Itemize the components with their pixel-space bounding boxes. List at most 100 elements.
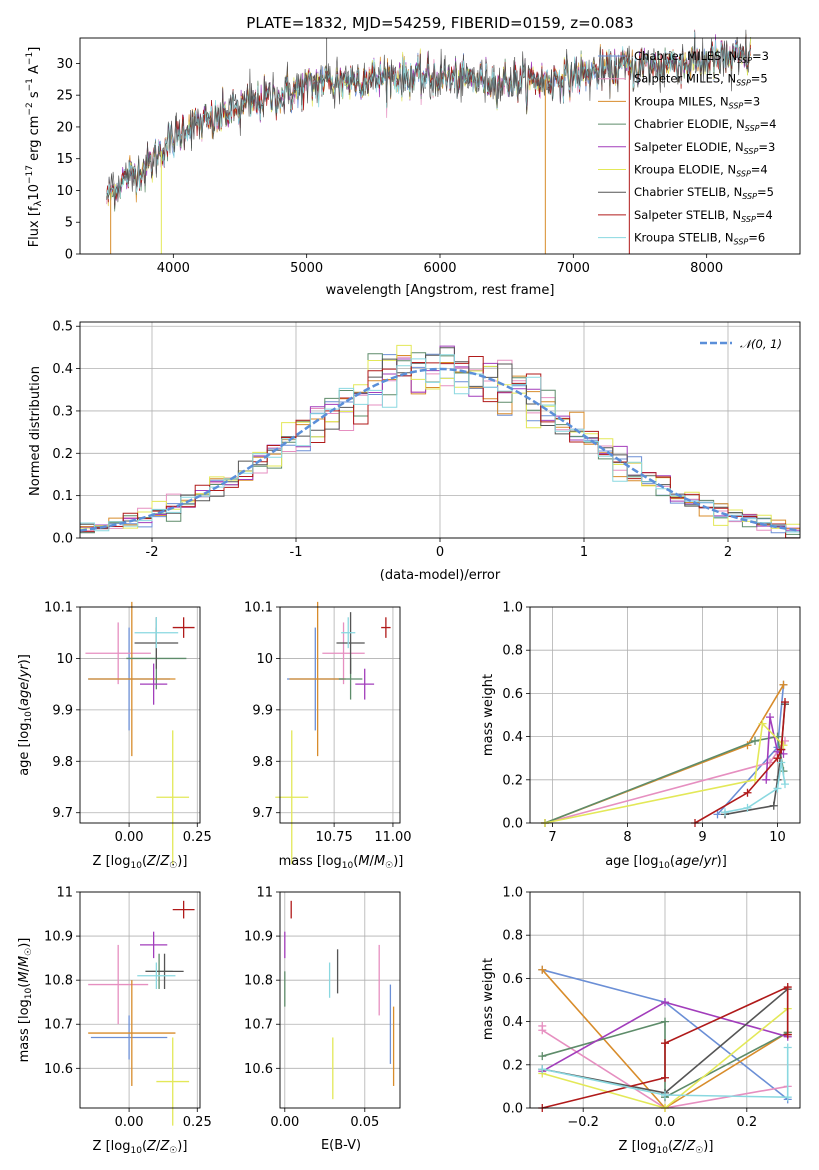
- mass-vs-extinction-panel: 0.00 0.05 10.6 10.7 10.8 10.9 11: [244, 886, 401, 1130]
- p3-ytick-label-1: 9.8: [52, 755, 73, 770]
- p6-ytick-label-3: 10.9: [44, 930, 73, 945]
- p4-xtick-label-0: 10.75: [316, 830, 353, 845]
- p6-ytick-label-1: 10.7: [44, 1018, 73, 1033]
- p8-marker-7-1: [661, 1073, 669, 1082]
- p1-ytick-label-0: 0: [65, 248, 73, 263]
- p8-series-8: [542, 1047, 789, 1099]
- p5-marker-6-1: [769, 801, 778, 810]
- p1-ytick-label-4: 20: [56, 120, 73, 135]
- p5-series-5: [544, 721, 785, 824]
- p2-ytick-label-0: 0.0: [52, 532, 73, 547]
- p8-marker-2-0: [538, 965, 547, 974]
- p1-frame: [79, 37, 801, 255]
- p1-ytick-label-6: 30: [56, 57, 73, 72]
- p5-marker-5-1: [751, 775, 759, 784]
- p8-marker-3-0: [538, 1052, 547, 1061]
- p2-ytick-label-2: 0.2: [52, 447, 73, 462]
- figure-title: PLATE=1832, MJD=54259, FIBERID=0159, z=0…: [246, 14, 633, 32]
- p7-xlabel: E(B-V): [321, 1138, 361, 1153]
- p5-ytick-label-1: 0.2: [502, 773, 523, 788]
- p8-ytick-label-3: 0.6: [502, 972, 523, 987]
- p4-ytick-label-2: 9.9: [252, 703, 273, 718]
- p7-ytick-label-3: 10.9: [244, 930, 273, 945]
- spectrum-xlabel: wavelength [Angstrom, rest frame]: [326, 283, 555, 298]
- spectrum-panel: 4000 5000 6000 7000 8000 0 5 10 15 20 25 30: [56, 29, 801, 276]
- p1-ytick-label-1: 5: [65, 216, 73, 231]
- p6-ytick-label-4: 11: [56, 886, 73, 901]
- p3-frame: [79, 606, 201, 824]
- p5-ytick-label-2: 0.4: [502, 730, 523, 745]
- legend-label-4: Salpeter ELODIE, NSSP=3: [634, 140, 775, 156]
- residual-histogram-panel: -2 -1 0 1 2 0.0 0.1 0.2 0.3 0.4 0.5: [52, 320, 801, 560]
- p5-series-2: [544, 684, 785, 824]
- mass-vs-metallicity-panel: 0.00 0.25 10.6 10.7 10.8 10.9 11: [44, 886, 212, 1131]
- p4-ytick-label-0: 9.7: [252, 806, 273, 821]
- p2-xtick-label-3: 1: [580, 545, 588, 560]
- p6-xlabel: Z [log10(Z/Z☉)]: [93, 1139, 188, 1156]
- p8-ytick-label-4: 0.8: [502, 929, 523, 944]
- gaussian-legend-label: 𝒩(0, 1): [740, 337, 782, 351]
- p8-ytick-label-5: 1.0: [502, 886, 523, 901]
- p8-marker-3-1: [661, 1017, 669, 1026]
- p2-xtick-label-0: -2: [146, 545, 159, 560]
- p2-ytick-label-1: 0.1: [52, 489, 73, 504]
- p8-marker-7-2: [661, 1039, 669, 1048]
- p5-marker-2-2: [779, 680, 788, 689]
- p6-frame: [79, 891, 201, 1109]
- legend-label-0: Chabrier MILES, NSSP=3: [634, 49, 769, 65]
- p3-ytick-label-4: 10.1: [44, 601, 73, 616]
- p8-marker-7-3: [783, 983, 792, 992]
- p1-xtick-label-4: 8000: [690, 261, 723, 276]
- p6-xtick-label-0: 0.00: [115, 1115, 144, 1130]
- p7-ytick-label-1: 10.7: [244, 1018, 273, 1033]
- p2-xtick-label-1: -1: [290, 545, 303, 560]
- p5-xtick-label-1: 8: [623, 830, 631, 845]
- p2-ytick-label-5: 0.5: [52, 320, 73, 335]
- p2-ytick-label-4: 0.4: [52, 362, 73, 377]
- p3-ylabel: age [log10(age/yr)]: [17, 654, 34, 776]
- p2-ytick-label-3: 0.3: [52, 404, 73, 419]
- observed-spectrum: [106, 29, 751, 210]
- p7-ytick-label-4: 11: [256, 886, 273, 901]
- p1-ytick-label-5: 25: [56, 89, 73, 104]
- p1-ytick-label-2: 10: [56, 184, 73, 199]
- age-vs-mass-panel: 10.75 11.00 9.7 9.8 9.9 10 10.1: [244, 601, 412, 865]
- p5-marker-8-4: [781, 780, 789, 789]
- gaussian-curve: [79, 367, 801, 532]
- p2-frame: [79, 321, 801, 539]
- p3-ytick-label-3: 10: [56, 652, 73, 667]
- p6-ytick-label-0: 10.6: [44, 1062, 73, 1077]
- p3-xlabel: Z [log10(Z/Z☉)]: [93, 854, 188, 871]
- p7-ytick-label-2: 10.8: [244, 974, 273, 989]
- p5-marker-5-2: [758, 719, 767, 728]
- p5-marker-8-0: [721, 808, 729, 817]
- p5-marker-7-3: [777, 745, 786, 754]
- p8-xtick-label-2: 0.2: [736, 1115, 757, 1130]
- weight-vs-age-panel: 7 8 9 10 0.0 0.2 0.4 0.6 0.8 1.0: [502, 601, 801, 845]
- p8-frame: [529, 891, 801, 1109]
- p5-xlabel: age [log10(age/yr)]: [605, 854, 727, 871]
- p5-marker-3-1: [751, 736, 759, 745]
- legend-label-8: Kroupa STELIB, NSSP=6: [634, 231, 765, 247]
- p5-ytick-label-4: 0.8: [502, 644, 523, 659]
- residual-xlabel: (data-model)/error: [380, 568, 501, 583]
- p1-xtick-label-3: 7000: [557, 261, 590, 276]
- p8-marker-1-1: [538, 1026, 547, 1035]
- spectrum-legend: Chabrier MILES, NSSP=3 Salpeter MILES, NS…: [598, 49, 776, 247]
- legend-label-6: Chabrier STELIB, NSSP=5: [634, 185, 774, 201]
- p7-ytick-label-0: 10.6: [244, 1062, 273, 1077]
- p2-xtick-label-2: 0: [436, 545, 444, 560]
- p3-xtick-label-1: 0.25: [183, 830, 212, 845]
- p5-marker-0-0: [713, 810, 722, 819]
- p1-xtick-label-1: 5000: [290, 261, 323, 276]
- p5-marker-8-3: [777, 758, 786, 767]
- spectrum-ylabel: Flux [fλ10−17 erg cm−2 s−1 A−1]: [25, 47, 44, 248]
- p5-marker-8-1: [743, 803, 752, 812]
- p5-marker-5-3: [779, 741, 788, 750]
- p8-marker-8-2: [783, 1093, 792, 1102]
- p2-xtick-label-4: 2: [724, 545, 732, 560]
- residual-legend: 𝒩(0, 1): [700, 337, 782, 351]
- age-vs-metallicity-panel: 0.00 0.25 9.7 9.8 9.9 10 10.1: [44, 601, 212, 865]
- p8-ytick-label-1: 0.2: [502, 1058, 523, 1073]
